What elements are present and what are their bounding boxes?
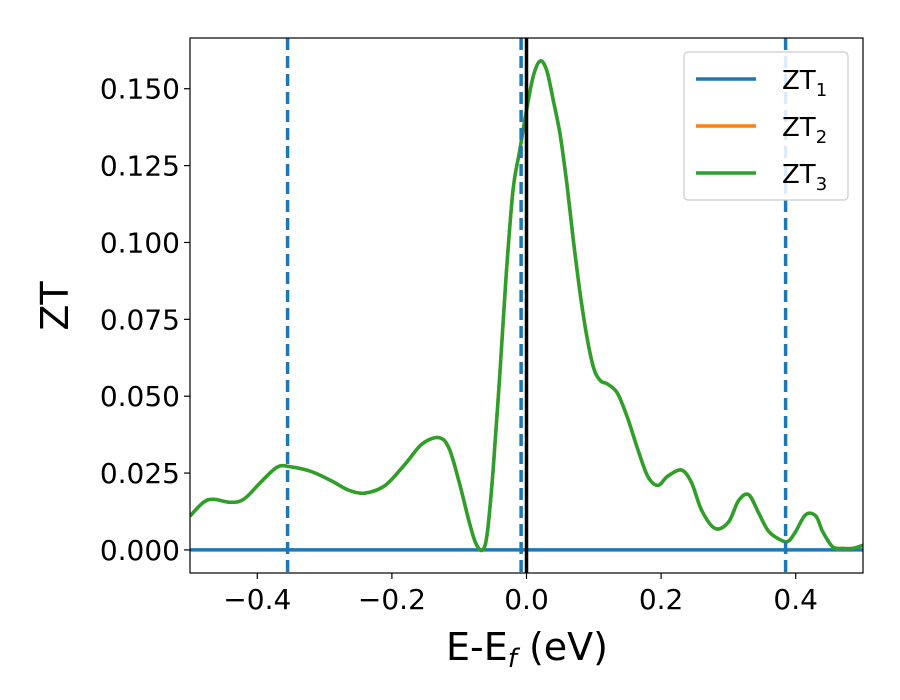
y-axis-label: ZT — [33, 281, 77, 331]
x-tick-label: 0.4 — [773, 583, 818, 616]
x-tick-label: 0.0 — [504, 583, 549, 616]
y-tick-label: 0.150 — [100, 73, 180, 106]
x-tick-label: −0.2 — [358, 583, 426, 616]
x-axis-label: E-Ef (eV) — [446, 625, 608, 674]
legend: ZT1 ZT2 ZT3 — [683, 51, 849, 201]
y-tick-label: 0.025 — [100, 457, 180, 490]
y-tick-label: 0.050 — [100, 380, 180, 413]
x-tick-label: 0.2 — [639, 583, 684, 616]
y-tick-label: 0.100 — [100, 226, 180, 259]
legend-label-1: ZT1 — [782, 66, 827, 101]
series-line-3 — [190, 59, 863, 553]
legend-box — [683, 51, 849, 201]
y-tick-label: 0.125 — [100, 150, 180, 183]
x-tick-label: −0.4 — [223, 583, 291, 616]
legend-label-2: ZT2 — [782, 113, 827, 148]
y-tick-label: 0.000 — [100, 534, 180, 567]
legend-label-3: ZT3 — [782, 160, 827, 195]
y-tick-label: 0.075 — [100, 303, 180, 336]
